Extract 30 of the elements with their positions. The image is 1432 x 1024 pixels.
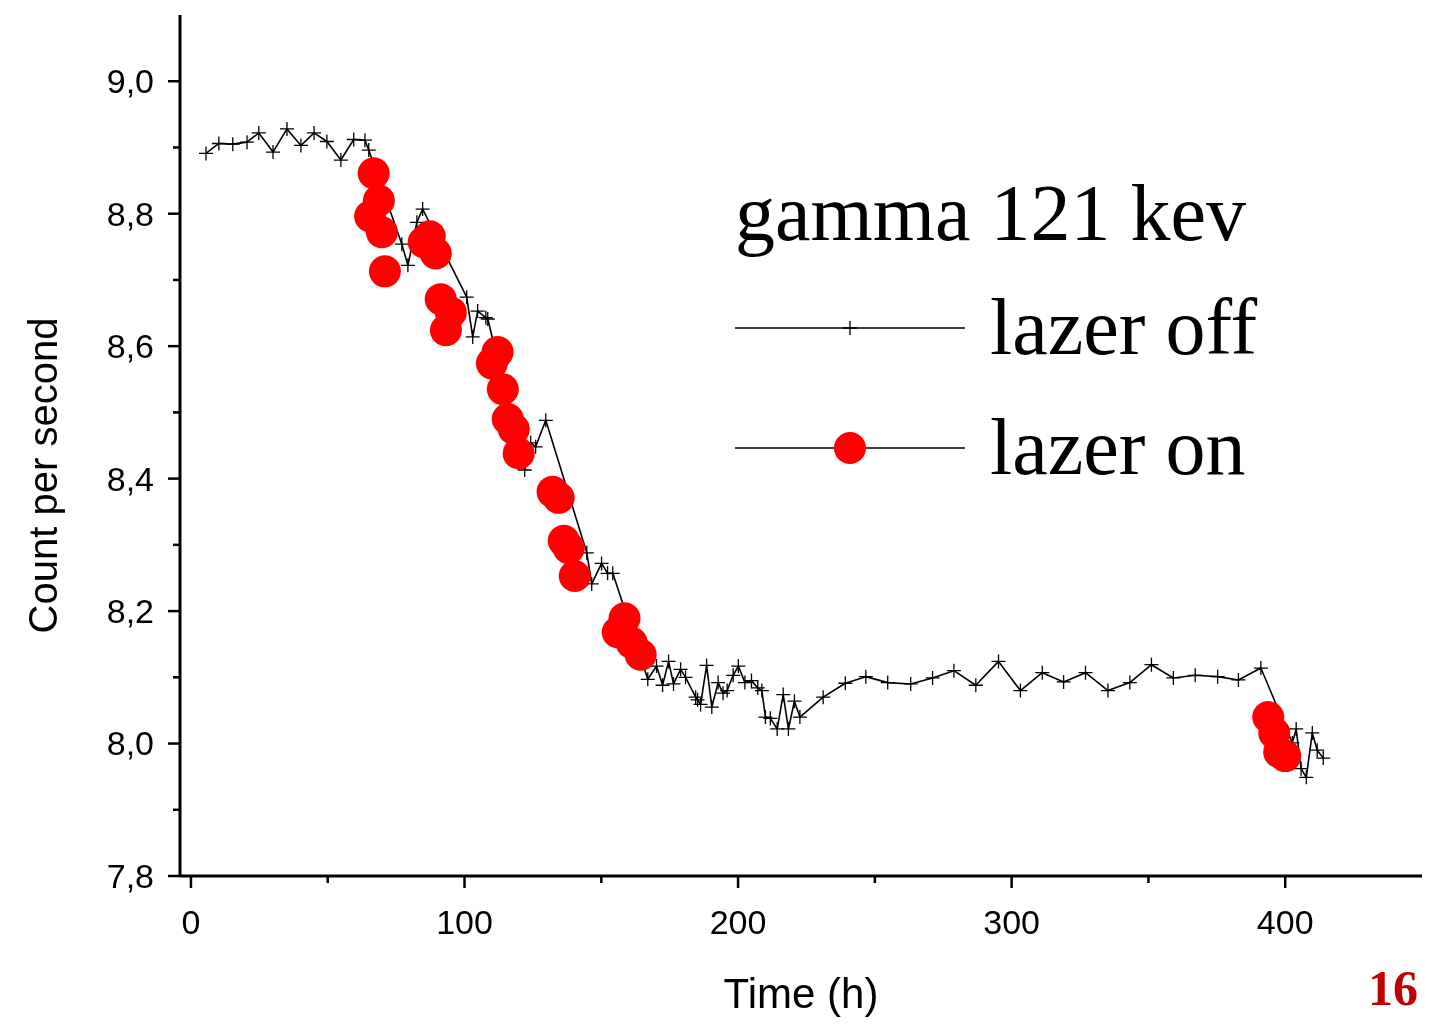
- text: 16: [1368, 960, 1418, 1016]
- y-tick-label: 8,2: [106, 591, 154, 630]
- y-tick-label: 8,0: [106, 724, 154, 763]
- x-tick-label: 300: [983, 903, 1041, 941]
- x-tick-label: 0: [181, 903, 201, 941]
- point: [542, 481, 575, 514]
- y-tick-label: 8,8: [106, 194, 154, 233]
- x-axis-title: Time (h): [723, 970, 879, 1017]
- point: [558, 559, 591, 592]
- y-tick-label: 8,6: [106, 327, 154, 366]
- legend-title: gamma 121 kev: [735, 169, 1246, 257]
- y-axis-title: Count per second: [21, 317, 65, 634]
- point: [357, 157, 390, 190]
- point: [486, 373, 519, 406]
- legend-label: lazer off: [990, 283, 1258, 372]
- y-tick-label: 9,0: [106, 62, 154, 101]
- y-tick-label: 8,4: [106, 459, 154, 498]
- point: [1269, 740, 1302, 773]
- point: [365, 216, 398, 249]
- x-tick-label: 100: [436, 903, 493, 941]
- y-tick-label: 7,8: [106, 856, 154, 895]
- point: [419, 237, 452, 270]
- point: [362, 184, 395, 217]
- point: [552, 532, 585, 565]
- x-tick-label: 400: [1256, 903, 1314, 941]
- point: [502, 437, 535, 470]
- x-tick-label: 200: [709, 903, 767, 941]
- legend-label: lazer on: [990, 403, 1246, 492]
- point: [368, 255, 401, 288]
- point: [624, 638, 657, 671]
